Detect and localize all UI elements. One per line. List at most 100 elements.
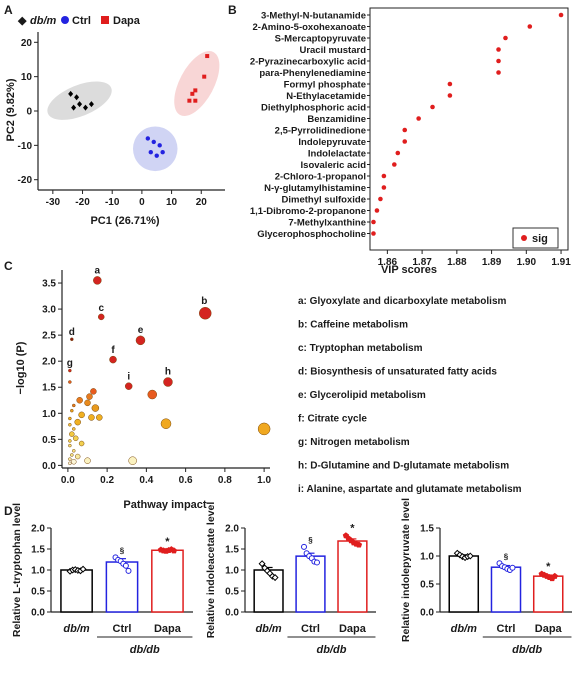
vip-point bbox=[402, 127, 408, 133]
metabolite-label: Indolelactate bbox=[308, 149, 366, 160]
pathway-point bbox=[91, 404, 100, 412]
confidence-ellipse-0 bbox=[47, 81, 112, 120]
pathway-x-axis-label: Pathway impact bbox=[123, 499, 206, 511]
bar-chart-d1: 0.0 0.5 1.0 1.5 2.0 db/m § Ctrl * Dapa db/db Relati… bbox=[11, 503, 193, 656]
metabolite-label: N-γ-glutamylhistamine bbox=[264, 183, 366, 194]
vip-point bbox=[496, 70, 501, 75]
pathway-key-item-highlighted: c: Tryptophan metabolism bbox=[298, 343, 423, 354]
pathway-point bbox=[84, 399, 91, 407]
vip-point bbox=[381, 185, 387, 190]
pathway-point bbox=[97, 313, 105, 321]
panel-letter-d: D bbox=[4, 504, 13, 518]
score-point-ctrl-1 bbox=[151, 139, 156, 145]
pathway-point-label: i bbox=[127, 372, 130, 383]
pathway-y-tick-label: 2.5 bbox=[42, 331, 56, 342]
pathway-point bbox=[160, 418, 172, 429]
pathway-point bbox=[68, 461, 72, 466]
pathway-point-label: f bbox=[111, 345, 115, 356]
pathway-point-label: a bbox=[95, 265, 101, 276]
score-point-dapa-4 bbox=[202, 74, 207, 79]
significance-mark: § bbox=[120, 546, 125, 555]
bar-category-label: db/m bbox=[63, 623, 89, 635]
significance-mark: § bbox=[308, 536, 313, 545]
vip-point bbox=[496, 47, 501, 52]
metabolite-label: Benzamidine bbox=[307, 114, 366, 125]
metabolite-label: 2-Chloro-1-propanol bbox=[275, 172, 366, 183]
pathway-point bbox=[70, 337, 74, 342]
pathway-point bbox=[68, 368, 72, 373]
pathway-key-item: g: Nitrogen metabolism bbox=[298, 437, 410, 448]
confidence-ellipse-1 bbox=[132, 126, 178, 172]
pathway-point bbox=[72, 403, 76, 408]
pathway-point bbox=[198, 306, 212, 320]
pathway-y-axis-label: −log10 (P) bbox=[15, 341, 27, 394]
metabolite-label: 3-Methyl-N-butanamide bbox=[261, 11, 366, 22]
pathway-point bbox=[257, 422, 271, 436]
bar-y-tick-label: 0.0 bbox=[31, 608, 45, 619]
bar-dbm bbox=[448, 555, 480, 613]
bar-category-label: Dapa bbox=[339, 623, 367, 635]
score-point-dapa-2 bbox=[187, 98, 192, 103]
pathway-point bbox=[68, 380, 72, 384]
bar-y-tick-label: 0.5 bbox=[225, 587, 239, 598]
metabolite-label: Dimethyl sulfoxide bbox=[282, 195, 366, 206]
pathway-point bbox=[147, 389, 158, 400]
bar-dbm bbox=[60, 569, 93, 613]
pathway-y-tick-label: 3.0 bbox=[42, 305, 56, 316]
score-point-ctrl-2 bbox=[157, 143, 162, 148]
score-point-dapa-5 bbox=[205, 54, 210, 59]
pathway-point bbox=[128, 456, 137, 465]
pathway-point bbox=[124, 382, 133, 390]
replicate-point bbox=[125, 567, 132, 574]
pathway-point bbox=[69, 431, 75, 437]
pca-x-tick-label: -30 bbox=[46, 197, 61, 208]
pathway-y-tick-label: 0.0 bbox=[42, 461, 56, 472]
replicate-point bbox=[170, 547, 178, 554]
pca-y-tick-label: 0 bbox=[26, 107, 32, 118]
pca-y-axis-label: PC2 (9.82%) bbox=[5, 78, 17, 141]
bar-category-label: Ctrl bbox=[497, 623, 516, 635]
replicate-point bbox=[271, 574, 279, 582]
vip-x-axis-label: VIP scores bbox=[381, 264, 437, 276]
pathway-point-label: d bbox=[69, 327, 75, 338]
metabolite-label: Formyl phosphate bbox=[284, 80, 366, 91]
bar-group-label: db/db bbox=[130, 644, 160, 656]
bar-y-axis-label: Relative indoleacetate level bbox=[205, 502, 217, 639]
score-point-dbm-5 bbox=[71, 104, 77, 111]
legend-label-dbm: db/m bbox=[30, 15, 56, 27]
vip-x-tick-label: 1.87 bbox=[412, 257, 432, 268]
pathway-key: a: Glyoxylate and dicarboxylate metaboli… bbox=[298, 296, 522, 495]
bar-y-tick-label: 0.5 bbox=[420, 580, 434, 591]
bar-y-tick-label: 1.0 bbox=[420, 552, 434, 563]
score-point-dapa-3 bbox=[193, 98, 198, 103]
bar-group-label: db/db bbox=[316, 644, 346, 656]
bar-category-label: Dapa bbox=[535, 623, 563, 635]
metabolite-label: 1,1-Dibromo-2-propanone bbox=[250, 206, 366, 217]
score-point-ctrl-4 bbox=[154, 153, 159, 158]
pathway-point bbox=[78, 411, 85, 419]
confidence-ellipse-2 bbox=[174, 51, 220, 116]
score-point-dapa-1 bbox=[193, 88, 198, 93]
score-point-dbm-2 bbox=[77, 101, 83, 108]
replicate-point bbox=[551, 572, 558, 579]
metabolite-label: Uracil mustard bbox=[299, 45, 366, 56]
vip-point bbox=[430, 104, 435, 110]
vip-point bbox=[416, 116, 421, 121]
pathway-point bbox=[70, 408, 74, 413]
score-point-dbm-0 bbox=[68, 90, 74, 97]
pathway-point bbox=[72, 427, 76, 431]
pca-x-tick-label: -20 bbox=[75, 197, 90, 208]
bar-category-label: Ctrl bbox=[301, 623, 320, 635]
bar-Ctrl bbox=[490, 566, 522, 613]
metabolite-label: N-Ethylacetamide bbox=[286, 91, 366, 102]
pca-y-tick-label: 20 bbox=[21, 38, 33, 49]
significance-mark: * bbox=[350, 523, 355, 535]
score-point-dbm-4 bbox=[88, 101, 94, 108]
bar-group-label: db/db bbox=[512, 644, 542, 656]
bar-y-tick-label: 1.5 bbox=[420, 524, 434, 535]
bar-charts: 0.0 0.5 1.0 1.5 2.0 db/m § Ctrl * Dapa db/db Relati… bbox=[11, 498, 572, 656]
pathway-point bbox=[96, 414, 103, 421]
pathway-point bbox=[72, 435, 79, 442]
replicate-point bbox=[509, 564, 516, 571]
pathway-key-item: i: Alanine, aspartate and glutamate meta… bbox=[298, 484, 522, 495]
